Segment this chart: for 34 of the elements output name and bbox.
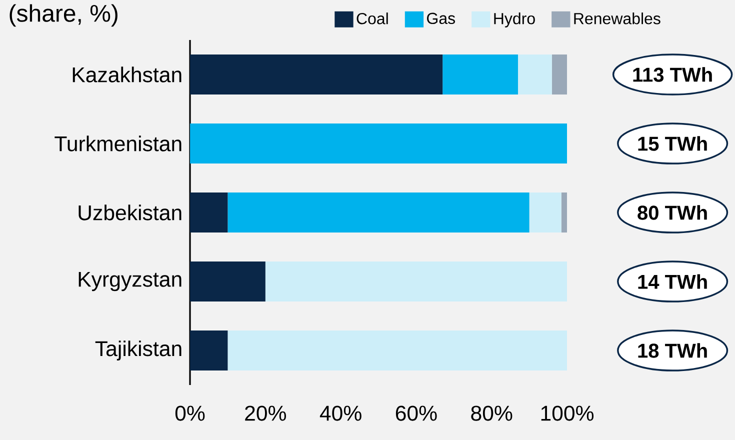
x-tick-label: 60%: [396, 406, 437, 421]
y-tick-label: Kazakhstan: [72, 66, 182, 82]
legend-label: Renewables: [574, 12, 660, 24]
y-tick-label: Uzbekistan: [78, 204, 182, 220]
bar: [190, 124, 567, 164]
bar: [228, 330, 567, 371]
x-tick-label: 100%: [541, 406, 594, 421]
y-tick-label: Kyrgyzstan: [78, 272, 182, 292]
x-tick-label: 20%: [245, 406, 286, 421]
bar: [190, 54, 443, 95]
bar: [561, 192, 567, 233]
bar: [190, 262, 266, 302]
legend-label: Hydro: [494, 12, 535, 28]
bar: [190, 192, 228, 233]
bar: [265, 262, 567, 302]
y-tick-label: Turkmenistan: [54, 136, 182, 152]
bar: [529, 192, 562, 233]
text: 15 TWh: [638, 136, 707, 151]
text: 80 TWh: [638, 205, 707, 220]
text: 113 TWh: [633, 67, 712, 82]
bar: [518, 54, 552, 95]
text: 14 TWh: [638, 274, 707, 289]
y-tick-label: Tajikistan: [95, 340, 182, 360]
bar: [228, 192, 530, 233]
legend-label: Gas: [427, 12, 455, 24]
chart-title: (share, %): [10, 4, 118, 27]
x-tick-label: 80%: [471, 406, 512, 421]
text: 18 TWh: [638, 343, 707, 358]
x-tick-label: 0%: [175, 406, 205, 421]
x-tick-label: 40%: [320, 406, 362, 421]
bar: [190, 330, 228, 371]
bar: [442, 54, 518, 95]
legend-label: Coal: [356, 12, 388, 24]
bar: [552, 54, 567, 95]
